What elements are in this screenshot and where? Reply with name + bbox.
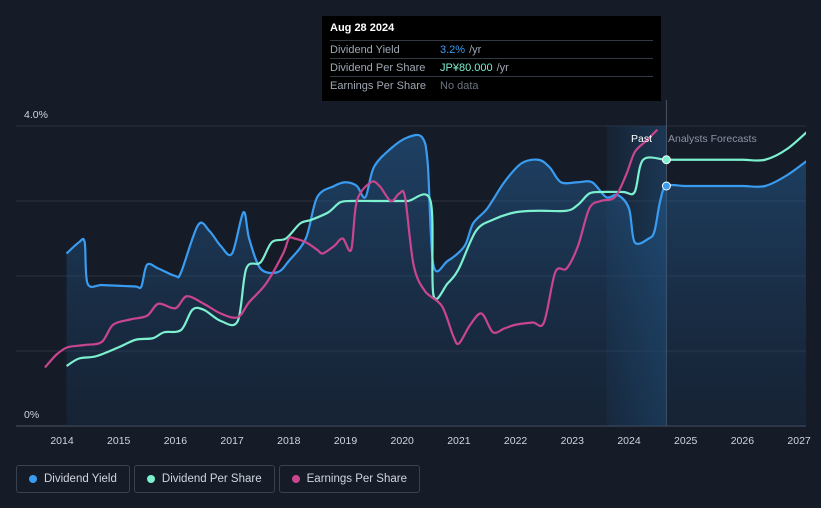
tooltip-row-dividend-yield: Dividend Yield 3.2% /yr <box>330 40 653 58</box>
x-tick-label: 2026 <box>731 435 755 447</box>
dividend-yield-line <box>65 133 806 290</box>
legend-item-dividend-per-share[interactable]: Dividend Per Share <box>133 465 275 493</box>
x-tick-label: 2024 <box>617 435 641 447</box>
legend-item-dividend-yield[interactable]: Dividend Yield <box>16 465 130 493</box>
dividend-yield-area <box>66 134 806 426</box>
x-tick-label: 2016 <box>164 435 188 447</box>
dividend-per-share-marker <box>661 155 671 165</box>
legend-dot-icon <box>29 475 37 483</box>
tooltip-value: JP¥80.000 <box>440 61 493 74</box>
x-tick-label: 2022 <box>504 435 528 447</box>
x-tick-label: 2020 <box>391 435 415 447</box>
x-tick-label: 2023 <box>561 435 585 447</box>
tooltip-unit: /yr <box>496 61 509 74</box>
x-tick-label: 2025 <box>674 435 698 447</box>
y-tick-label-top: 4.0% <box>24 109 48 121</box>
legend: Dividend Yield Dividend Per Share Earnin… <box>16 465 420 493</box>
x-tick-label: 2021 <box>447 435 471 447</box>
tooltip: Aug 28 2024 Dividend Yield 3.2% /yr Divi… <box>322 16 661 101</box>
tooltip-value: No data <box>440 79 479 92</box>
legend-dot-icon <box>291 475 300 483</box>
x-tick-label: 2027 <box>787 435 811 447</box>
legend-dot-icon <box>146 475 155 483</box>
x-tick-label: 2015 <box>107 435 131 447</box>
x-tick-label: 2018 <box>277 435 301 447</box>
legend-label: Dividend Yield <box>44 473 117 485</box>
dividend-per-share-line <box>65 131 806 367</box>
legend-label: Dividend Per Share <box>161 473 262 485</box>
x-tick-label: 2017 <box>220 435 244 447</box>
tooltip-row-earnings-per-share: Earnings Per Share No data <box>330 76 653 94</box>
tooltip-label: Earnings Per Share <box>330 79 426 92</box>
forecast-region-label: Analysts Forecasts <box>668 133 757 145</box>
tooltip-label: Dividend Per Share <box>330 61 426 74</box>
past-region-label: Past <box>631 133 652 145</box>
x-tick-label: 2014 <box>50 435 74 447</box>
tooltip-value: 3.2% <box>440 43 466 56</box>
legend-label: Earnings Per Share <box>306 473 407 485</box>
y-tick-label-bottom: 0% <box>24 409 39 421</box>
dividend-yield-marker <box>661 181 671 191</box>
x-tick-label: 2019 <box>334 435 358 447</box>
legend-item-earnings-per-share[interactable]: Earnings Per Share <box>278 465 420 493</box>
earnings-per-share-line <box>44 128 659 369</box>
tooltip-unit: /yr <box>469 43 482 56</box>
tooltip-row-dividend-per-share: Dividend Per Share JP¥80.000 /yr <box>330 58 653 76</box>
tooltip-label: Dividend Yield <box>330 43 400 56</box>
tooltip-date: Aug 28 2024 <box>330 22 395 34</box>
